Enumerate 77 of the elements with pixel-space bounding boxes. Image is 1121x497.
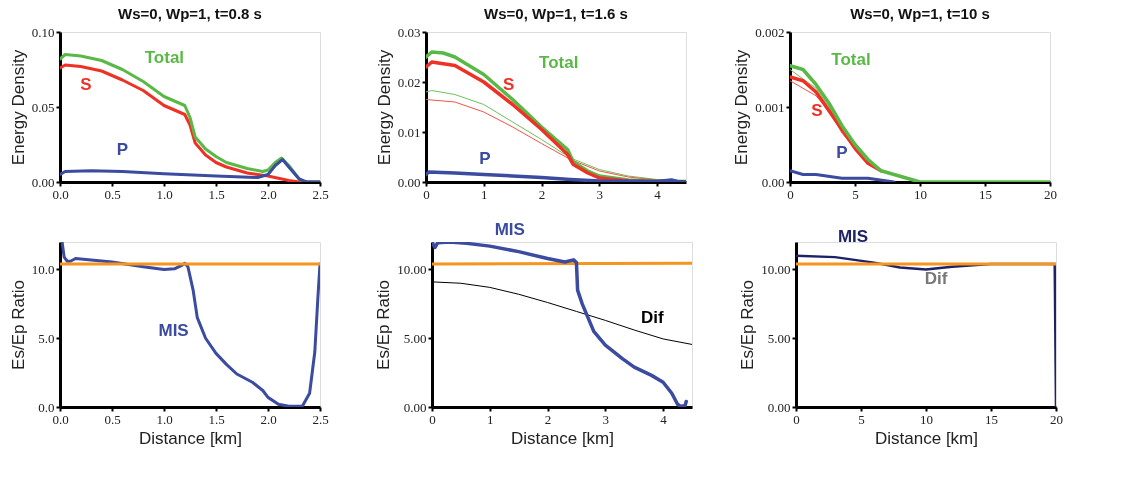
x-tick-label: 15	[979, 186, 992, 202]
x-tick-label: 0	[423, 186, 430, 202]
x-tick-label: 2.5	[312, 186, 329, 202]
x-tick-label: 1.5	[208, 186, 225, 202]
x-tick-label: 1	[487, 411, 494, 427]
y-tick-label: 0.00	[761, 174, 785, 190]
x-tick-label: 0.0	[52, 411, 69, 427]
x-tick-label: 3	[602, 411, 610, 427]
x-tick-label: 2.0	[260, 411, 277, 427]
series-label: S	[503, 75, 515, 94]
series-label: MIS	[158, 321, 189, 341]
x-tick-label: 15	[985, 411, 998, 427]
y-axis-title: Es/Ep Ratio	[374, 280, 394, 370]
x-tick-label: 2	[538, 186, 546, 202]
chart-title: Ws=0, Wp=1, t=10 s	[850, 5, 990, 22]
y-tick-label: 0.00	[31, 174, 55, 190]
x-tick-label: 0.5	[104, 411, 121, 427]
x-tick-label: 2	[544, 411, 552, 427]
chart-title: Ws=0, Wp=1, t=1.6 s	[484, 5, 628, 22]
y-tick-label: 5.0	[38, 330, 55, 346]
series-label: S	[811, 100, 823, 120]
y-axis-title: Es/Ep Ratio	[8, 280, 28, 370]
x-tick-label: 4	[654, 186, 662, 202]
y-axis-title: Energy Density	[374, 49, 394, 166]
series-label: P	[479, 149, 491, 168]
x-tick-label: 2.5	[312, 411, 329, 427]
x-axis-title: Distance [km]	[511, 428, 614, 448]
y-tick-label: 0.0	[38, 399, 55, 415]
y-tick-label: 0.02	[397, 74, 421, 90]
y-tick-label: 0.001	[755, 99, 785, 115]
series-label: Dif	[640, 308, 664, 327]
x-tick-label: 1.0	[156, 411, 173, 427]
series-label: P	[836, 143, 848, 163]
series-label: P	[116, 139, 129, 159]
y-tick-label: 5.00	[767, 330, 791, 346]
x-tick-label: 20	[1044, 186, 1057, 202]
x-tick-label: 1	[481, 186, 488, 202]
x-tick-label: 10	[920, 411, 933, 427]
y-tick-label: 0.10	[31, 24, 55, 40]
x-tick-label: 4	[660, 411, 668, 427]
series-label: Total	[831, 49, 871, 69]
x-tick-label: 2.0	[260, 186, 277, 202]
annotation: Dif	[924, 269, 948, 288]
y-tick-label: 10.00	[397, 262, 427, 277]
series-label: MIS	[837, 227, 869, 247]
y-axis-title: Es/Ep Ratio	[738, 280, 758, 370]
y-tick-label: 0.05	[31, 99, 55, 115]
y-tick-label: 0.00	[403, 399, 427, 415]
x-tick-label: 0	[793, 411, 800, 427]
y-tick-label: 0.00	[767, 399, 791, 415]
y-tick-label: 0.002	[755, 24, 785, 40]
y-axis-title: Energy Density	[732, 49, 752, 166]
x-axis-title: Distance [km]	[139, 428, 242, 448]
x-tick-label: 1.5	[208, 411, 225, 427]
series-label: Total	[144, 47, 185, 67]
x-tick-label: 10	[914, 186, 927, 202]
x-tick-label: 3	[596, 186, 604, 202]
x-tick-label: 0	[429, 411, 436, 427]
x-tick-label: 0.0	[52, 186, 69, 202]
y-tick-label: 0.01	[397, 124, 421, 140]
x-tick-label: 0.5	[104, 186, 121, 202]
y-tick-label: 0.03	[397, 24, 421, 40]
x-tick-label: 0	[787, 186, 794, 202]
text: Total	[539, 52, 579, 72]
y-tick-label: 5.00	[403, 330, 427, 346]
x-axis-title: Distance [km]	[875, 428, 978, 448]
y-tick-label: 10.0	[31, 262, 55, 277]
x-tick-label: 5	[852, 186, 859, 202]
y-tick-label: 0.00	[397, 174, 421, 190]
x-tick-label: 1.0	[156, 186, 173, 202]
x-tick-label: 20	[1050, 411, 1063, 427]
y-axis-title: Energy Density	[8, 49, 28, 166]
x-tick-label: 5	[858, 411, 865, 427]
chart-title: Ws=0, Wp=1, t=0.8 s	[118, 5, 262, 22]
series-label: MIS	[494, 220, 525, 240]
series-label: S	[80, 74, 92, 94]
y-tick-label: 10.00	[761, 262, 791, 277]
